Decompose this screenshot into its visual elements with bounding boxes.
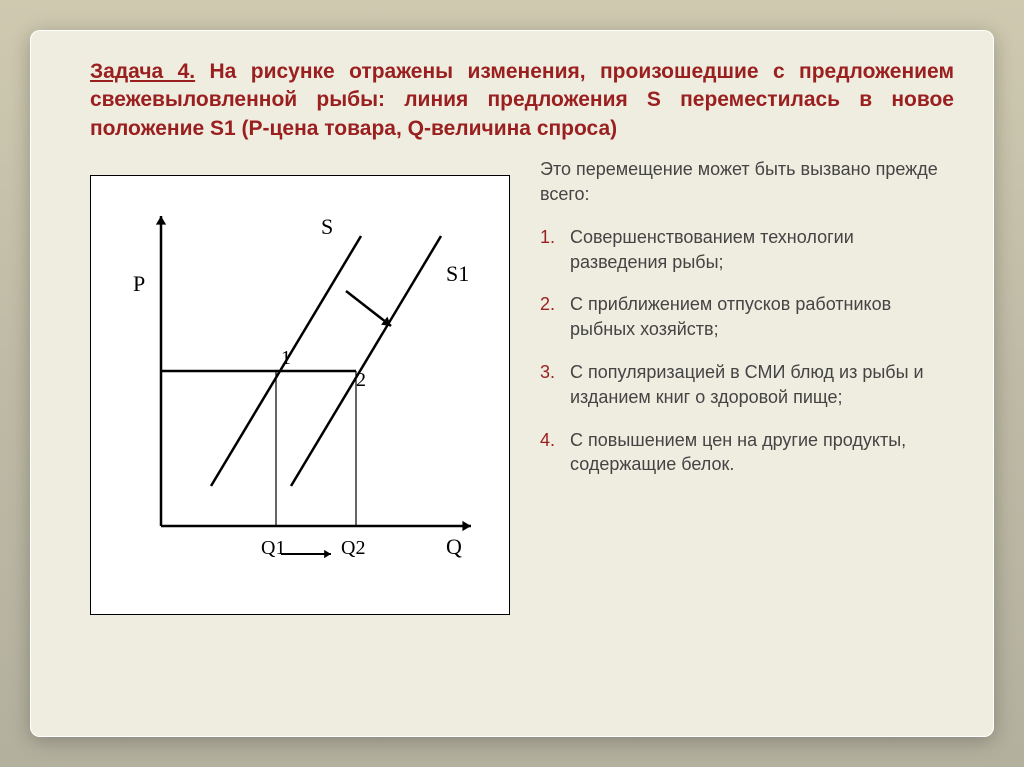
svg-text:Q: Q <box>446 534 462 559</box>
option-item: Совершенствованием технологии разведения… <box>540 225 954 275</box>
svg-text:1: 1 <box>281 347 291 369</box>
svg-text:Q1: Q1 <box>261 537 285 559</box>
title-rest: На рисунке отражены изменения, произошед… <box>90 60 954 140</box>
svg-text:P: P <box>133 271 145 296</box>
svg-text:S1: S1 <box>446 261 469 286</box>
slide-outer: Задача 4. На рисунке отражены изменения,… <box>0 0 1024 767</box>
option-item: С приближением отпусков работников рыбны… <box>540 292 954 342</box>
option-item: С популяризацией в СМИ блюд из рыбы и из… <box>540 360 954 410</box>
content-row: P Q S S1 1 2 Q1 Q2 Это перемещение может быть в… <box>90 157 954 615</box>
svg-text:2: 2 <box>356 369 366 391</box>
right-column: Это перемещение может быть вызвано прежд… <box>540 157 954 615</box>
task-label: Задача 4. <box>90 60 195 83</box>
svg-text:Q2: Q2 <box>341 537 365 559</box>
slide-card: Задача 4. На рисунке отражены изменения,… <box>30 30 994 737</box>
supply-shift-chart: P Q S S1 1 2 Q1 Q2 <box>90 175 510 615</box>
chart-svg: P Q S S1 1 2 Q1 Q2 <box>91 176 511 616</box>
option-item: С повышением цен на другие продукты, сод… <box>540 428 954 478</box>
intro-text: Это перемещение может быть вызвано прежд… <box>540 157 954 207</box>
svg-text:S: S <box>321 214 333 239</box>
options-list: Совершенствованием технологии разведения… <box>540 225 954 478</box>
slide-title: Задача 4. На рисунке отражены изменения,… <box>90 58 954 143</box>
